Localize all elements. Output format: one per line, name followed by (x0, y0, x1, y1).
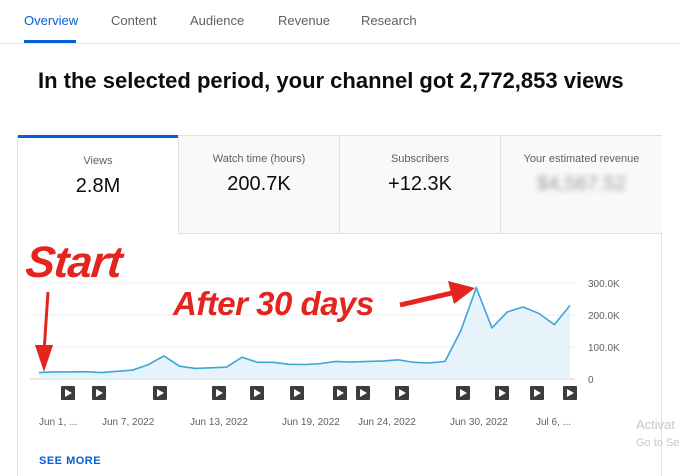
x-tick-label: Jun 13, 2022 (190, 417, 248, 428)
y-tick-label: 200.0K (588, 311, 620, 322)
tab-revenue[interactable]: Revenue (278, 13, 331, 28)
metric-revenue[interactable]: Your estimated revenue $4,567.52 (500, 136, 662, 234)
annotation-arrowhead (448, 281, 475, 304)
play-icon (337, 389, 344, 397)
play-icon (157, 389, 164, 397)
tab-research[interactable]: Research (361, 13, 417, 28)
analytics-tabs: Overview Content Audience Revenue Resear… (0, 0, 680, 44)
tab-content[interactable]: Content (111, 13, 157, 28)
see-more-link[interactable]: SEE MORE (39, 455, 102, 467)
x-tick-label: Jun 19, 2022 (282, 417, 340, 428)
play-icon (65, 389, 72, 397)
metric-label: Views (83, 155, 113, 167)
play-icon (499, 389, 506, 397)
x-tick-label: Jun 30, 2022 (450, 417, 508, 428)
tab-audience[interactable]: Audience (190, 13, 245, 28)
annotation-after-30-days: After 30 days (173, 285, 374, 322)
views-chart: 300.0K 200.0K 100.0K 0 Jun 1, ... Jun 7, 2022… (30, 279, 620, 428)
play-icon (360, 389, 367, 397)
x-tick-label: Jul 6, ... (536, 417, 571, 428)
metric-label: Your estimated revenue (523, 153, 640, 165)
metric-value: 200.7K (227, 173, 291, 195)
play-icon (96, 389, 103, 397)
y-tick-label: 0 (588, 375, 594, 386)
annotation-arrow-shaft (42, 291, 50, 353)
x-tick-label: Jun 24, 2022 (358, 417, 416, 428)
metric-label: Watch time (hours) (212, 153, 306, 165)
x-tick-label: Jun 7, 2022 (102, 417, 155, 428)
y-tick-label: 100.0K (588, 343, 620, 354)
metric-views[interactable]: Views 2.8M (18, 135, 178, 233)
metric-value: 2.8M (75, 175, 121, 197)
annotation-arrow-shaft (399, 290, 453, 308)
metric-subscribers[interactable]: Subscribers +12.3K (339, 136, 500, 234)
activation-watermark-sub: Go to Se (636, 437, 680, 449)
active-tab-indicator (24, 40, 76, 43)
metric-value: +12.3K (388, 173, 452, 195)
play-icon (254, 389, 261, 397)
x-tick-label: Jun 1, ... (39, 417, 77, 428)
play-icon (216, 389, 223, 397)
metric-watch-time[interactable]: Watch time (hours) 200.7K (178, 136, 339, 234)
play-icon (567, 389, 574, 397)
tab-overview[interactable]: Overview (24, 13, 79, 28)
metric-label: Subscribers (390, 153, 450, 165)
play-icon (460, 389, 467, 397)
play-icon (294, 389, 301, 397)
annotation-arrowhead (35, 345, 53, 372)
y-tick-label: 300.0K (588, 279, 620, 290)
series-area (39, 287, 570, 379)
overview-card: Views 2.8M Watch time (hours) 200.7K Sub… (17, 135, 662, 476)
page-headline: In the selected period, your channel got… (38, 68, 624, 93)
activation-watermark: Activat (636, 417, 676, 432)
metric-value-blurred: $4,567.52 (537, 173, 626, 195)
play-icon (399, 389, 406, 397)
annotation-start: Start (23, 238, 124, 287)
play-icon (534, 389, 541, 397)
series-line (38, 285, 571, 374)
